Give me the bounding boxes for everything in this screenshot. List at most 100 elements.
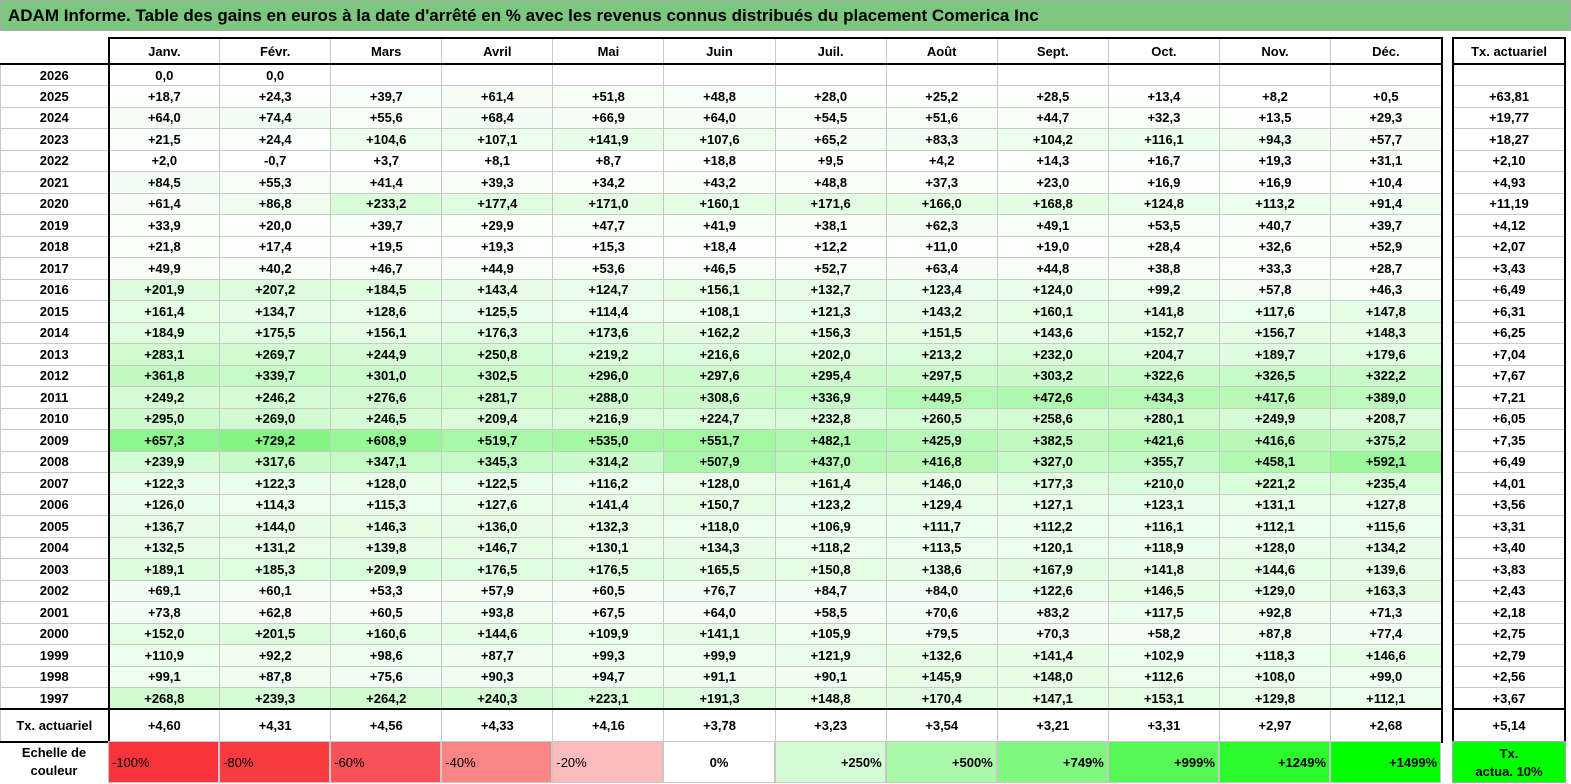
gain-cell: +70,3 [996,622,1109,645]
gain-cell: +131,2 [219,536,332,559]
gain-cell: +57,9 [441,579,554,602]
gain-cell: +94,3 [1218,128,1332,151]
gain-cell: +322,2 [1330,364,1443,387]
gain-cell: +233,2 [330,192,443,215]
legend-label: Echelle de couleur [21,745,87,778]
gain-cell: +60,1 [219,579,332,602]
gain-cell: +297,6 [663,364,776,387]
gain-cell [774,63,887,86]
gain-cell: +144,6 [441,622,554,645]
total-cell: +4,33 [441,708,554,743]
gain-cell: +115,3 [330,493,443,516]
side-row: +2,43 [1452,580,1566,602]
side-row: +6,49 [1452,451,1566,473]
side-header: Tx. actuariel [1452,37,1566,65]
gain-cell: +33,9 [107,214,221,237]
side-row: +7,04 [1452,343,1566,366]
gain-cell: +15,3 [552,235,665,258]
gain-cell: +21,5 [107,128,221,151]
actuarial-rate-cell: +7,21 [1452,386,1566,409]
gain-cell: +239,3 [219,687,332,710]
legend-swatch: +749% [996,741,1108,783]
gain-cell: +21,8 [107,235,221,258]
gain-cell: +297,5 [885,364,998,387]
gain-cell: +24,4 [219,128,332,151]
gain-cell: +132,6 [885,644,998,667]
gain-cell: +355,7 [1107,450,1220,473]
gain-cell: +288,0 [552,386,665,409]
gain-cell: +141,9 [552,128,665,151]
gain-cell: +144,0 [219,515,332,538]
side-row: +6,25 [1452,322,1566,344]
table-row: 2016 +201,9 +207,2 +184,5 +143,4 +124,7 +156,1… [0,278,1443,301]
gain-cell: +375,2 [1330,429,1443,452]
gain-cell: +482,1 [774,429,887,452]
gain-cell: +84,5 [107,171,221,194]
side-row: +7,35 [1452,429,1566,452]
gain-cell: +132,3 [552,515,665,538]
gain-cell: +113,2 [1218,192,1332,215]
table-row: 2001 +73,8 +62,8 +60,5 +93,8 +67,5 +64,0 +58,5 +… [0,601,1443,624]
gain-cell: +302,5 [441,364,554,387]
side-row: +11,19 [1452,193,1566,215]
actuarial-rate-cell: +63,81 [1452,85,1566,108]
gain-cell: +19,5 [330,235,443,258]
year-cell: 2022 [0,149,110,172]
legend-swatch: -60% [330,741,442,783]
gain-cell: +54,5 [774,106,887,129]
gain-cell: +152,0 [107,622,221,645]
gain-cell: +52,7 [774,257,887,280]
gain-cell: +53,6 [552,257,665,280]
gain-cell: +29,3 [1330,106,1443,129]
total-cell: +4,60 [107,708,221,743]
table-row: 2018 +21,8 +17,4 +19,5 +19,3 +15,3 +18,4 +12,2 +… [0,235,1443,258]
gain-cell: +62,3 [885,214,998,237]
gain-cell: +65,2 [774,128,887,151]
actuarial-rate-table: Tx. actuariel +63,81 +19,77 +18,27 +2,10 +4,9… [1452,37,1566,743]
gain-cell: -0,7 [219,149,332,172]
gain-cell: +44,8 [996,257,1109,280]
table-row: 2003 +189,1 +185,3 +209,9 +176,5 +176,5 +165,5… [0,558,1443,581]
gain-cell: +127,8 [1330,493,1443,516]
gains-table: Janv. Févr. Mars Avril Mai Juin Juil. Août Sept.… [0,37,1443,743]
year-cell: 2021 [0,171,110,194]
month-header: Mars [330,37,443,65]
gain-cell: +24,3 [219,85,332,108]
gain-cell: +115,6 [1330,515,1443,538]
gain-cell: +185,3 [219,558,332,581]
gain-cell: +23,0 [996,171,1109,194]
actuarial-rate-cell: +2,43 [1452,580,1566,602]
legend-swatch: -20% [552,741,664,783]
gain-cell: +76,7 [663,579,776,602]
gain-cell [885,63,998,86]
gain-cell: +77,4 [1330,622,1443,645]
gain-cell: +122,3 [107,472,221,495]
gain-cell: +156,1 [330,321,443,344]
gain-cell: +3,7 [330,149,443,172]
year-cell: 1999 [0,644,110,667]
gain-cell: +57,7 [1330,128,1443,151]
gain-cell: +61,4 [441,85,554,108]
gain-cell: +13,4 [1107,85,1220,108]
gain-cell: +314,2 [552,450,665,473]
gain-cell: +4,2 [885,149,998,172]
gain-cell: +128,6 [330,300,443,323]
gain-cell: +129,4 [885,493,998,516]
gain-cell: +150,7 [663,493,776,516]
actuarial-rate-cell: +6,25 [1452,322,1566,344]
gain-cell: +55,6 [330,106,443,129]
gain-cell: +361,8 [107,364,221,387]
actuarial-rate-cell: +6,05 [1452,408,1566,430]
total-cell: +2,97 [1218,708,1332,743]
gain-cell: +92,2 [219,644,332,667]
total-cell: +4,56 [330,708,443,743]
gain-cell: +10,4 [1330,171,1443,194]
table-row: 2004 +132,5 +131,2 +139,8 +146,7 +130,1 +134,3… [0,536,1443,559]
actuarial-rate-cell: +2,79 [1452,644,1566,667]
table-row: 2011 +249,2 +246,2 +276,6 +281,7 +288,0 +308,6… [0,386,1443,409]
gain-cell: +58,5 [774,601,887,624]
total-actuarial-rate: +5,14 [1452,708,1566,743]
gain-cell: +29,9 [441,214,554,237]
gain-cell: +87,7 [441,644,554,667]
gain-cell: +345,3 [441,450,554,473]
